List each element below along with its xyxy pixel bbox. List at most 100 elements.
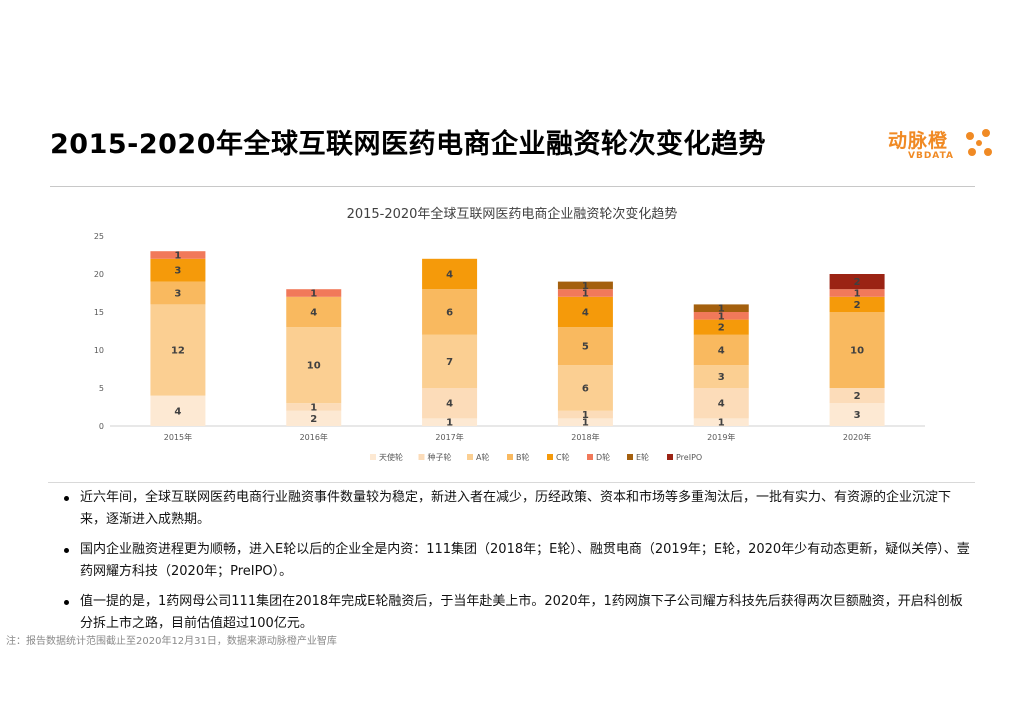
data-label: 3 [174, 266, 181, 277]
title-divider [50, 186, 975, 187]
data-label: 4 [446, 399, 453, 410]
bar-segment [693, 388, 749, 419]
bar-segment [422, 418, 478, 426]
bar-segment [422, 334, 478, 388]
x-tick-label: 2018年 [571, 432, 599, 442]
bar-segment [557, 410, 613, 419]
y-tick-label: 5 [99, 384, 104, 393]
x-tick-label: 2020年 [843, 432, 871, 442]
legend-label: E轮 [636, 452, 649, 462]
data-label: 6 [582, 384, 589, 395]
bar-segment [693, 304, 749, 312]
bar-segment [150, 304, 206, 396]
data-label: 2 [854, 277, 861, 288]
data-label: 1 [718, 304, 725, 315]
bar-segment [829, 312, 885, 388]
bar-segment [829, 403, 885, 426]
bar-chart: 2015-2020年全球互联网医药电商企业融资轮次变化趋势 0510152025… [94, 206, 925, 462]
bar-segment [829, 388, 885, 404]
bar-segment [286, 410, 342, 426]
data-label: 5 [582, 342, 589, 353]
bar-segment [693, 312, 749, 320]
legend-label: B轮 [516, 452, 530, 462]
chart-title: 2015-2020年全球互联网医药电商企业融资轮次变化趋势 [347, 206, 678, 222]
data-label: 1 [854, 289, 861, 300]
y-tick-label: 25 [94, 232, 104, 241]
data-label: 1 [310, 403, 317, 414]
bar-segment [286, 403, 342, 411]
legend-swatch [418, 454, 425, 460]
x-tick-label: 2017年 [435, 432, 463, 442]
bar-segment [829, 296, 885, 312]
summary-list: 近六年间，全球互联网医药电商行业融资事件数量较为稳定，新进入者在减少，历经政策、… [62, 487, 972, 643]
summary-bullet-3: 值一提的是，1药网母公司111集团在2018年完成E轮融资后，于当年赴美上市。2… [62, 591, 972, 635]
data-label: 1 [718, 311, 725, 322]
x-tick-label: 2016年 [300, 432, 328, 442]
bar-segment [150, 281, 206, 305]
data-label: 1 [582, 289, 589, 300]
page-title: 2015-2020年全球互联网医药电商企业融资轮次变化趋势 [50, 129, 766, 160]
bar-segment [693, 319, 749, 335]
data-label: 1 [446, 418, 453, 429]
y-tick-label: 10 [94, 346, 104, 355]
data-label: 1 [582, 410, 589, 421]
logo-name-en: VBDATA [908, 151, 954, 161]
brand-logo: 动脉橙 VBDATA [886, 124, 996, 164]
bar-segment [286, 289, 342, 297]
data-label: 1 [310, 289, 317, 300]
bar-segment [422, 289, 478, 335]
data-label: 4 [310, 308, 317, 319]
y-tick-label: 15 [94, 308, 104, 317]
data-label: 1 [174, 251, 181, 262]
bar-segment [557, 296, 613, 328]
y-tick-label: 20 [94, 270, 104, 279]
bar-segment [557, 281, 613, 290]
legend-label: 种子轮 [428, 452, 452, 462]
data-label: 1 [582, 281, 589, 292]
data-label: 2 [854, 300, 861, 311]
chart-divider [48, 482, 975, 483]
bar-segment [286, 327, 342, 404]
logo-mark-icon [966, 129, 992, 156]
legend-swatch [587, 454, 593, 460]
bar-segment [693, 334, 749, 366]
legend-label: 天使轮 [379, 452, 403, 462]
data-label: 3 [854, 410, 861, 421]
bar-segment [829, 274, 885, 290]
data-label: 4 [582, 308, 589, 319]
x-tick-label: 2019年 [707, 432, 735, 442]
data-label: 10 [850, 346, 864, 357]
data-label: 4 [718, 399, 725, 410]
bar-segment [150, 395, 206, 426]
logo-name-cn: 动脉橙 [888, 130, 949, 152]
bar-segment [557, 365, 613, 411]
legend-swatch [507, 454, 513, 460]
bar-segment [422, 258, 478, 290]
x-tick-label: 2015年 [164, 432, 192, 442]
data-label: 1 [718, 418, 725, 429]
data-label: 2 [854, 391, 861, 402]
bar-segment [150, 251, 206, 259]
data-label: 3 [718, 372, 725, 383]
bar-segment [693, 365, 749, 388]
data-label: 6 [446, 308, 453, 319]
data-label: 10 [307, 361, 321, 372]
data-label: 7 [446, 357, 453, 368]
summary-bullet-2: 国内企业融资进程更为顺畅，进入E轮以后的企业全是内资：111集团（2018年；E… [62, 539, 972, 583]
data-label: 3 [174, 289, 181, 300]
summary-bullet-1: 近六年间，全球互联网医药电商行业融资事件数量较为稳定，新进入者在减少，历经政策、… [62, 487, 972, 531]
bar-segment [557, 418, 613, 426]
bar-segment [557, 289, 613, 297]
legend-label: A轮 [476, 452, 489, 462]
legend-label: PreIPO [676, 453, 702, 462]
legend-swatch [627, 454, 633, 460]
legend-swatch [547, 454, 553, 460]
legend-swatch [667, 454, 673, 460]
data-label: 1 [582, 418, 589, 429]
data-label: 2 [310, 414, 317, 425]
data-label: 4 [174, 406, 181, 417]
data-label: 4 [718, 346, 725, 357]
legend-swatch [467, 454, 473, 460]
legend-swatch [370, 454, 376, 460]
y-tick-label: 0 [99, 422, 104, 431]
